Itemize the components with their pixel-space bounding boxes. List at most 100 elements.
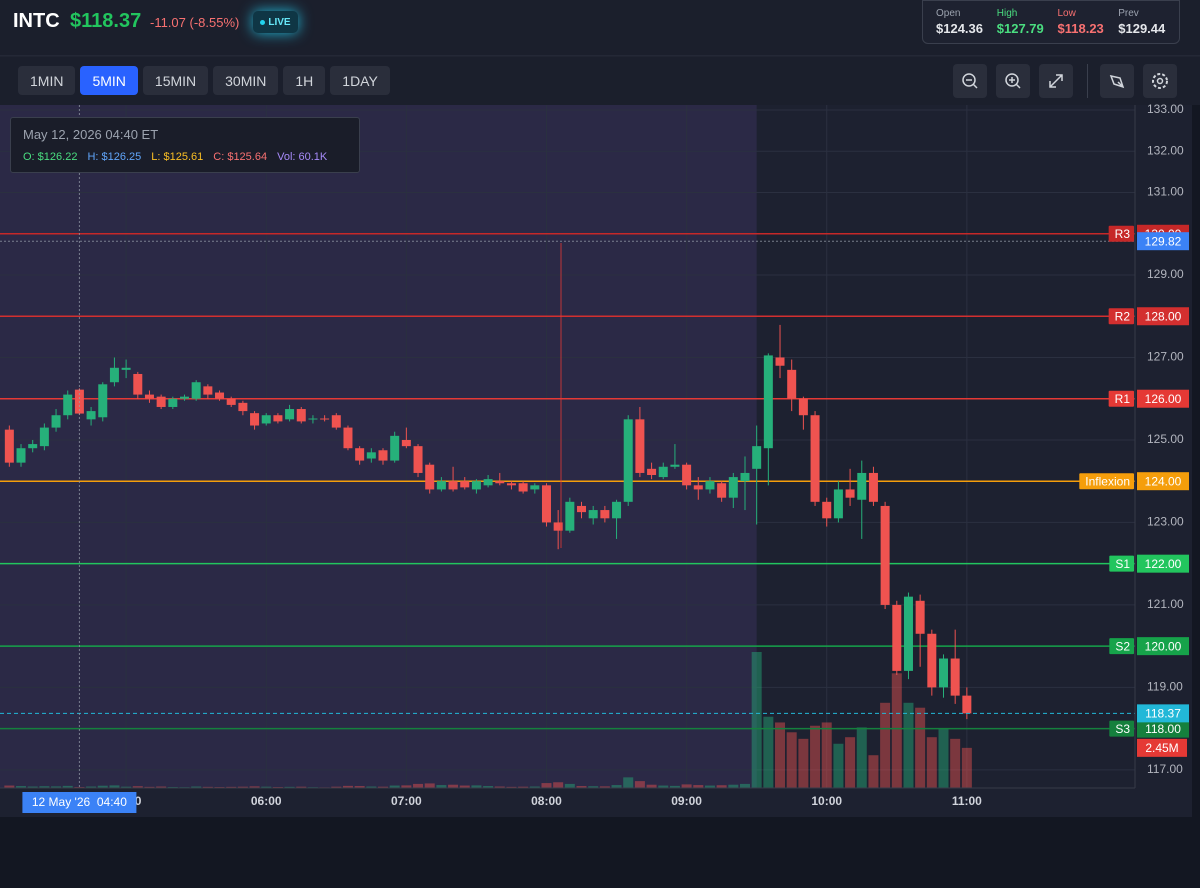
zoom-in-icon <box>1005 73 1021 89</box>
volume-marker-bg <box>1137 738 1187 757</box>
candle-body <box>752 446 762 469</box>
level-price: 126.00 <box>1145 392 1182 406</box>
level-price-bg <box>1137 389 1189 408</box>
fullscreen-icon <box>1049 74 1063 88</box>
candle-body <box>717 483 727 498</box>
candle-body <box>495 481 505 484</box>
candle-body <box>109 367 119 383</box>
interval-button[interactable]: 1DAY <box>330 66 390 95</box>
volume-bar <box>261 786 272 788</box>
level-tag <box>1079 473 1134 490</box>
candle-body <box>320 418 330 420</box>
volume-bar <box>132 786 143 788</box>
volume-bar <box>588 786 599 788</box>
volume-bar <box>915 707 926 788</box>
candle-body <box>51 415 61 428</box>
tooltip-field: C: $125.64 <box>213 151 268 163</box>
volume-bar <box>728 784 739 788</box>
candle-body <box>355 448 365 461</box>
level-price-bg <box>1137 719 1189 738</box>
zoom-out[interactable] <box>953 64 987 98</box>
tooltip-field: H: $126.25 <box>87 151 142 163</box>
candle-body <box>460 481 470 488</box>
tooltip-field: O: $126.22 <box>23 151 78 163</box>
volume-bar <box>331 786 342 788</box>
candle-body <box>226 398 236 405</box>
interval-button[interactable]: 30MIN <box>213 66 279 95</box>
candle-body <box>833 489 843 519</box>
volume-bar <box>529 786 540 788</box>
volume-bar <box>378 786 389 788</box>
y-tick-label: 131.00 <box>1147 185 1184 199</box>
volume-bar <box>86 786 97 788</box>
volume-bar <box>739 783 750 788</box>
interval-button[interactable]: 1MIN <box>18 66 76 95</box>
candle-body <box>378 450 388 461</box>
candle-body <box>390 435 400 461</box>
interval-button[interactable]: 1H <box>283 66 326 95</box>
level-price: 122.00 <box>1145 557 1182 571</box>
volume-bar <box>354 786 365 788</box>
candle-body <box>308 418 318 420</box>
crosshair-price-bg <box>1137 232 1189 251</box>
volume-bar <box>342 785 353 788</box>
candle-body <box>191 382 201 399</box>
live-text: LIVE <box>268 16 291 28</box>
volume-bar <box>576 786 587 788</box>
candle-body <box>938 658 948 688</box>
candle-body <box>623 419 633 502</box>
zoom-in[interactable] <box>996 64 1030 98</box>
volume-bar <box>237 786 248 788</box>
level-tag <box>1109 720 1134 737</box>
candle-body <box>693 485 703 490</box>
x-tick-label: 11:00 <box>952 794 982 808</box>
candle-body <box>647 468 657 476</box>
candle-body <box>868 472 878 502</box>
volume-bar <box>868 755 879 788</box>
candle-body <box>215 392 225 399</box>
level-tag <box>1108 308 1134 325</box>
candle-body <box>950 658 960 696</box>
crosshair-time-bg <box>22 792 137 813</box>
candle-body <box>682 464 692 486</box>
candle-body <box>822 501 832 519</box>
candle-body <box>86 411 96 420</box>
volume-bar <box>483 786 494 788</box>
volume-bar <box>751 652 762 788</box>
volume-bar <box>494 786 505 788</box>
candle-body <box>401 439 411 447</box>
volume-bar <box>891 673 902 788</box>
x-tick-label: 10:00 <box>811 794 842 808</box>
candle-body <box>98 384 108 418</box>
volume-bar <box>763 716 774 788</box>
y-tick-label: 133.00 <box>1147 102 1184 116</box>
candle-body <box>600 510 610 519</box>
interval-button[interactable]: 15MIN <box>142 66 209 95</box>
volume-bar <box>389 785 400 788</box>
volume-bar <box>623 777 634 788</box>
level-price: 118.00 <box>1145 722 1181 736</box>
interval-button[interactable]: 5MIN <box>80 66 138 95</box>
candle-body <box>448 481 458 490</box>
y-tick-label: 117.00 <box>1147 762 1183 776</box>
candle-body <box>28 444 38 449</box>
draw-icon <box>1109 74 1125 89</box>
volume-bar <box>833 743 844 788</box>
volume-bar <box>810 725 821 788</box>
volume-bar <box>226 786 237 788</box>
level-price: 120.00 <box>1145 639 1182 653</box>
candle-body <box>144 394 154 399</box>
fullscreen[interactable] <box>1039 64 1073 98</box>
level-name: S3 <box>1115 722 1130 736</box>
volume-bar <box>296 786 307 788</box>
candle-body <box>670 464 680 467</box>
volume-bar <box>284 786 295 788</box>
level-tag <box>1108 390 1134 407</box>
volume-bar <box>611 785 622 788</box>
level-price-bg <box>1137 307 1189 326</box>
settings[interactable] <box>1143 64 1177 98</box>
draw-tool[interactable] <box>1100 64 1134 98</box>
volume-bar <box>16 786 27 788</box>
stat-value: $127.79 <box>996 21 1044 36</box>
